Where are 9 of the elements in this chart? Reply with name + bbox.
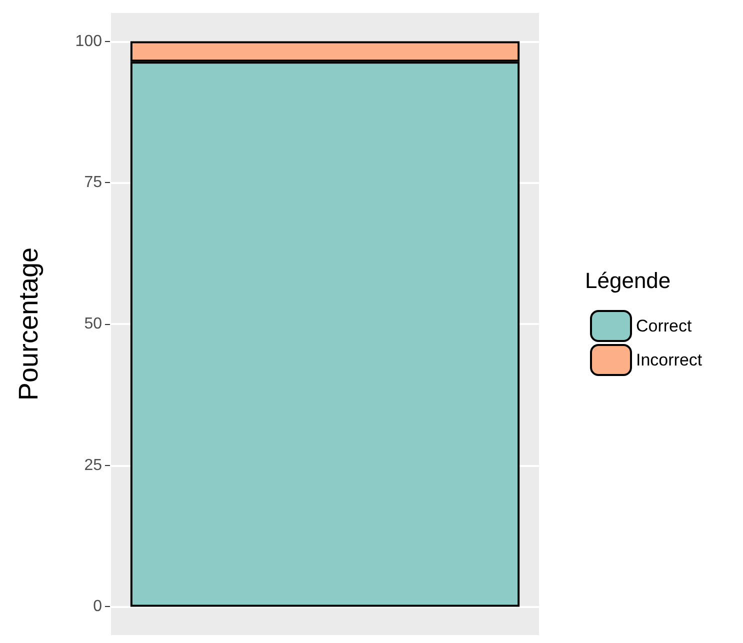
legend-label: Incorrect <box>636 350 702 370</box>
y-tick-label: 100 <box>75 32 102 50</box>
y-tick-label: 25 <box>84 456 102 474</box>
y-tick-label: 75 <box>84 174 102 192</box>
y-tick-label: 0 <box>93 598 102 616</box>
y-axis-title: Pourcentage <box>14 247 44 401</box>
y-tick-label: 50 <box>84 316 102 332</box>
legend-title: Légende <box>585 268 671 294</box>
legend-label: Correct <box>636 316 692 336</box>
